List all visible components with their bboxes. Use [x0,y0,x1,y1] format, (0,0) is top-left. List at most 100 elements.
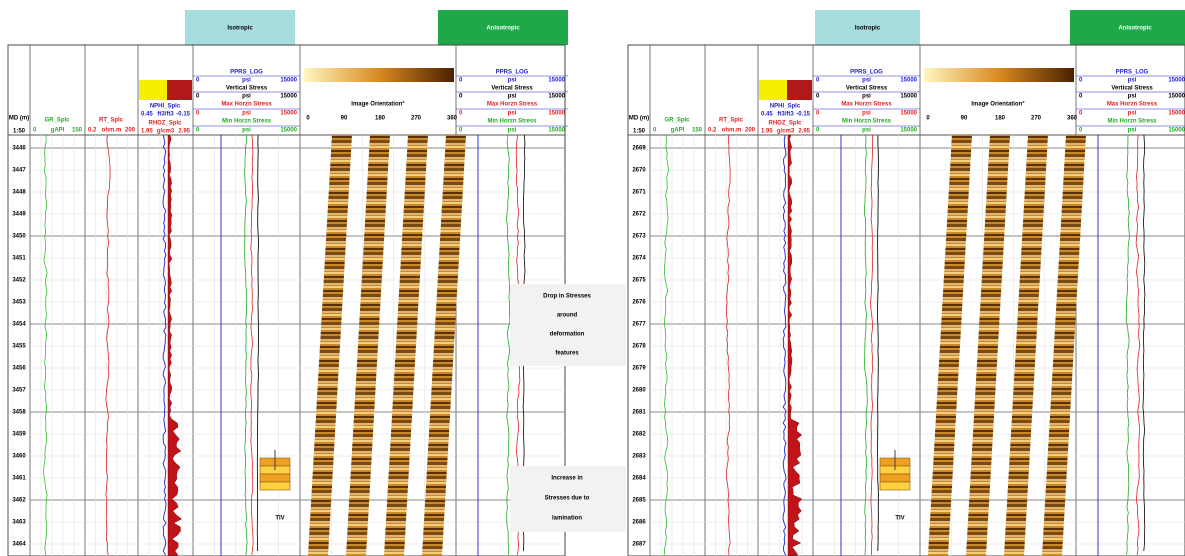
badge-label: Anisotropic [486,26,520,32]
label: 15000 [280,128,297,134]
label: 0 [653,128,657,134]
density-legend [787,80,812,100]
min-stress [244,134,248,556]
annotation: Increase in [551,476,583,482]
depth-label: 3455 [12,344,26,350]
tiv-icon [879,473,911,483]
rt-curve [725,134,731,556]
label: NPHI_Splc [770,104,801,110]
label: 0 [33,128,37,134]
depth-label: 2670 [632,168,646,174]
image-band [308,135,352,556]
label: 0 [816,128,820,134]
max-stress [870,134,874,556]
label: psi [862,94,871,100]
label: 15000 [900,111,917,117]
density-fill [167,134,182,556]
label: 0 [459,94,463,100]
tiv-label: TIV [895,516,904,522]
depth-label: 3458 [12,410,26,416]
depth-label: 2683 [632,454,646,460]
depth-label: 2669 [632,146,646,152]
label: 15000 [1168,111,1185,117]
label: 270 [1031,116,1042,122]
depth-label: 2684 [632,476,646,482]
image-band [346,135,390,556]
label: 180 [995,116,1006,122]
badge [815,10,920,45]
max-stress [1135,134,1141,556]
annotation: around [557,313,578,319]
label: 0 [1079,94,1083,100]
label: psi [508,111,517,117]
gr-curve [43,134,48,556]
image-log [308,135,466,556]
depth-label: 2671 [632,190,646,196]
annotation: Stresses due to [545,496,590,502]
image-band [1004,135,1048,556]
label: Min Horzn Stress [1107,119,1157,125]
min-stress [863,134,868,556]
badge-label: Anisotropic [1118,26,1152,32]
depth-label: 2685 [632,498,646,504]
label: PPRS_LOG [496,70,529,76]
annotation: Drop in Stresses [543,294,591,300]
depth-label: 3456 [12,366,26,372]
label: 0 [1079,78,1083,84]
header-label: 1:50 [633,129,646,135]
label: psi [508,128,517,134]
max-stress [250,134,254,556]
label: psi [1128,128,1137,134]
label: 0 [196,94,200,100]
label: 15000 [1168,128,1185,134]
label: 360 [1067,116,1078,122]
depth-label: 3453 [12,300,26,306]
label: psi [862,111,871,117]
label: ohm.m [102,128,122,134]
min-stress [1125,134,1130,556]
label: psi [242,111,251,117]
label: 0 [459,111,463,117]
label: g/cm3 [157,129,175,135]
label: ohm.m [722,128,742,134]
label: Max Horzn Stress [221,102,272,108]
label: 0.45 [141,112,153,118]
depth-label: 2687 [632,542,646,548]
label: RHOZ_Splc [148,121,182,127]
label: 2.95 [798,129,810,135]
tiv-label: TIV [275,516,284,522]
label: 0 [1079,111,1083,117]
min-stress [506,134,511,556]
depth-label: 3447 [12,168,26,174]
density-legend [167,80,192,100]
label: 0 [459,128,463,134]
label: ft3/ft3 [157,112,174,118]
label: PPRS_LOG [1116,70,1149,76]
label: Min Horzn Stress [222,119,272,125]
label: Max Horzn Stress [841,102,892,108]
label: 0 [196,78,200,84]
badge [438,10,568,45]
label: psi [242,78,251,84]
badge-label: Isotropic [855,26,881,32]
header-label: MD (m) [629,116,649,122]
label: 200 [745,128,756,134]
badge [185,10,295,45]
label: g/cm3 [777,129,795,135]
badge-label: Isotropic [227,26,253,32]
depth-label: 2677 [632,322,646,328]
label: Vertical Stress [226,86,268,92]
image-band [1042,135,1086,556]
depth-label: 3464 [12,542,26,548]
label: gAPI [671,128,685,134]
label: psi [862,78,871,84]
label: 0 [926,116,930,122]
label: 15000 [900,94,917,100]
vertical-stress [877,134,879,552]
depth-label: 2673 [632,234,646,240]
label: 150 [72,128,83,134]
label: 150 [692,128,703,134]
depth-label: 2680 [632,388,646,394]
label: 90 [961,116,968,122]
depth-label: 3452 [12,278,26,284]
